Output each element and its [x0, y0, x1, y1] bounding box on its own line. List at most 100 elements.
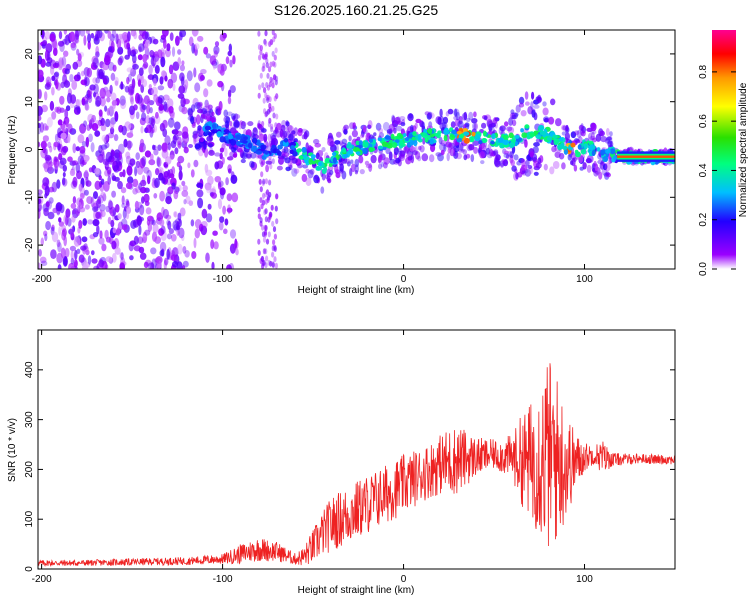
- ridge-cell: [260, 144, 267, 150]
- heatmap-cell: [94, 130, 101, 137]
- heatmap-cell: [334, 169, 340, 175]
- heatmap-cell: [137, 236, 144, 244]
- heatmap-cell: [454, 108, 458, 117]
- heatmap-cell: [443, 144, 447, 152]
- ridge-cell: [546, 137, 552, 141]
- heatmap-cell: [194, 43, 200, 50]
- heatmap-cell: [166, 233, 172, 240]
- heatmap-cell: [134, 200, 139, 210]
- heatmap-cell: [45, 220, 51, 231]
- heatmap-cell: [609, 131, 613, 137]
- heatmap-cell: [268, 81, 272, 88]
- heatmap-cell: [116, 227, 121, 236]
- ridge-cell: [276, 148, 280, 154]
- heatmap-cell: [183, 199, 187, 205]
- heatmap-cell: [161, 142, 169, 153]
- heatmap-cell: [192, 131, 198, 136]
- heatmap-cell: [141, 104, 147, 111]
- heatmap-cell: [263, 224, 267, 231]
- heatmap-cell: [154, 64, 160, 74]
- heatmap-cell: [40, 237, 44, 246]
- heatmap-cell: [164, 75, 168, 82]
- heatmap-cell: [163, 38, 167, 49]
- heatmap-cell: [85, 249, 90, 256]
- ridge-cell: [251, 137, 258, 144]
- heatmap-cell: [552, 161, 560, 169]
- heatmap-cell: [54, 61, 60, 67]
- heatmap-cell: [148, 159, 156, 166]
- ridge-cell: [377, 145, 384, 150]
- heatmap-cell: [291, 157, 298, 164]
- heatmap-cell: [58, 226, 62, 236]
- heatmap-cell: [271, 251, 275, 258]
- heatmap-cell: [132, 178, 139, 188]
- heatmap-cell: [138, 67, 144, 76]
- heatmap-cell: [38, 141, 41, 148]
- heatmap-cell: [109, 206, 117, 217]
- heatmap-cell: [143, 261, 149, 269]
- heatmap-cell: [265, 160, 273, 165]
- heatmap-cell: [284, 157, 291, 164]
- heatmap-cell: [168, 228, 174, 235]
- heatmap-cell: [264, 208, 268, 215]
- heatmap-cell: [301, 173, 308, 183]
- heatmap-cell: [262, 199, 266, 206]
- ridge-cell: [481, 138, 488, 144]
- heatmap-cell: [49, 33, 56, 42]
- heatmap-cell: [282, 130, 288, 139]
- heatmap-cell: [59, 204, 65, 214]
- ridge-cell: [298, 155, 304, 160]
- heatmap-cell: [158, 105, 163, 111]
- heatmap-cell: [110, 72, 116, 81]
- heatmap-cell: [62, 177, 66, 186]
- heatmap-cell: [45, 76, 52, 86]
- heatmap-cell: [227, 168, 232, 174]
- heatmap-cell: [450, 121, 456, 128]
- heatmap-cell: [70, 94, 77, 104]
- heatmap-cell: [80, 70, 85, 77]
- heatmap-cell: [181, 131, 189, 139]
- heatmap-cell: [98, 238, 104, 244]
- heatmap-cell: [190, 219, 195, 227]
- heatmap-cell: [38, 122, 41, 128]
- heatmap-cell: [498, 126, 504, 135]
- heatmap-cell: [261, 66, 265, 72]
- heatmap-cell: [264, 225, 268, 231]
- heatmap-cell: [120, 187, 127, 194]
- heatmap-cell: [354, 170, 358, 175]
- heatmap-cell: [170, 254, 177, 262]
- chart-title: S126.2025.160.21.25.G25: [274, 2, 438, 18]
- heatmap-cell: [604, 162, 611, 172]
- heatmap-cell: [260, 128, 267, 133]
- heatmap-cell: [40, 30, 45, 38]
- heatmap-cell: [473, 146, 479, 154]
- heatmap-cell: [112, 64, 117, 72]
- ridge-cell: [283, 138, 289, 143]
- heatmap-cell: [163, 101, 168, 112]
- ridge-cell: [315, 166, 322, 171]
- ridge-cell: [242, 140, 248, 144]
- heatmap-cell: [524, 139, 528, 148]
- heatmap-cell: [91, 123, 99, 131]
- heatmap-cell: [98, 259, 105, 268]
- heatmap-cell: [313, 138, 320, 145]
- ridge-cell: [471, 131, 476, 137]
- ridge-cell: [462, 131, 470, 136]
- heatmap-cell: [195, 114, 201, 125]
- heatmap-cell: [79, 157, 85, 167]
- heatmap-cell: [177, 141, 182, 148]
- heatmap-cell: [44, 31, 51, 40]
- colorbar: 0.0 0.2 0.4 0.6 0.8 Normalized spectral ampl…: [698, 30, 749, 276]
- heatmap-cell: [91, 250, 95, 256]
- heatmap-cell: [70, 257, 75, 265]
- heatmap-cell: [211, 192, 217, 199]
- heatmap-cell: [72, 196, 77, 204]
- heatmap-cell: [207, 175, 214, 186]
- heatmap-cell: [213, 241, 219, 250]
- ridge-cell: [353, 147, 360, 152]
- heatmap-cell: [597, 159, 604, 165]
- heatmap-cell: [105, 256, 113, 263]
- spectrogram-y-ticks: -20 -10 0 10 20: [24, 48, 675, 252]
- heatmap-cell: [593, 160, 597, 167]
- heatmap-cell: [149, 50, 154, 58]
